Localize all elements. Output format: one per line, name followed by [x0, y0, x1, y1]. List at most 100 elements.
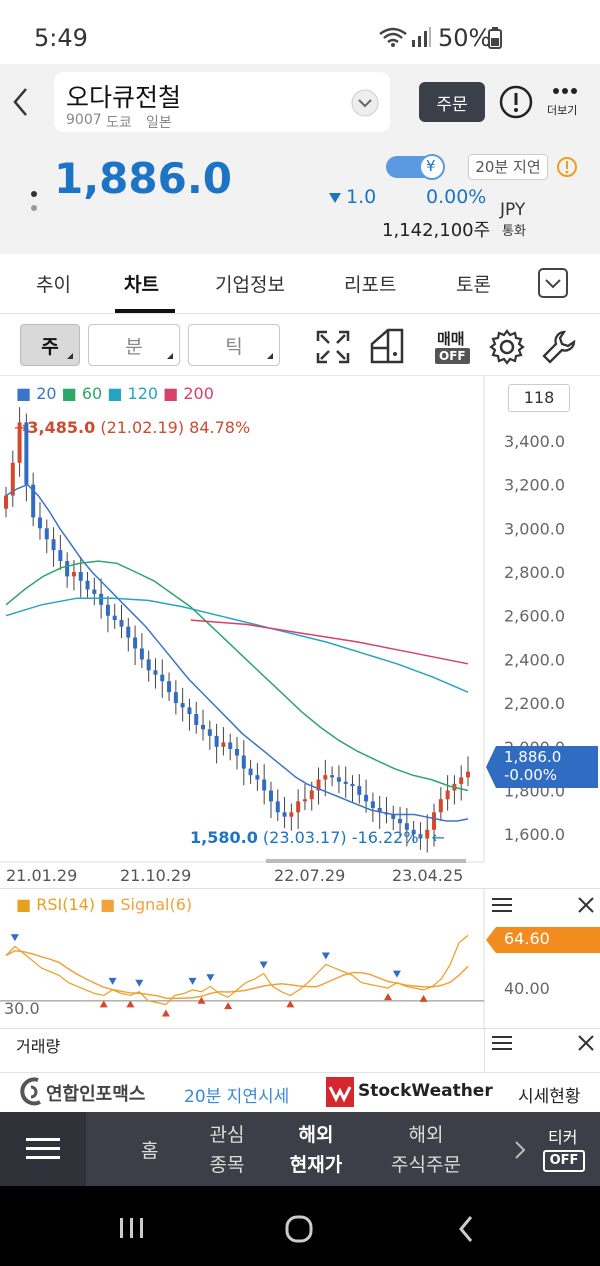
stock-country: 일본 [146, 115, 172, 131]
nav-overseas-price[interactable]: 해외 현재가 [289, 1124, 343, 1176]
ma200-line [190, 619, 469, 665]
candle-body [4, 495, 8, 509]
y-tick-label: 3,000.0 [504, 519, 565, 538]
candle-body [377, 807, 382, 813]
home-circle-icon[interactable] [284, 1214, 314, 1244]
candle-body [268, 790, 273, 802]
candle-body [364, 794, 369, 802]
rsi-sell-marker [135, 979, 144, 987]
nav-overseas-order[interactable]: 해외 주식주문 [391, 1124, 461, 1176]
period-tick-button[interactable]: 틱 [188, 324, 280, 366]
candle-body [112, 615, 117, 621]
tab-expand-icon[interactable] [538, 268, 568, 298]
high-price: 3,485.0 [27, 418, 96, 437]
alert-icon[interactable] [498, 84, 534, 120]
x-tick-label: 22.07.29 [274, 866, 345, 885]
candle-body [432, 812, 437, 830]
trade-mode-label[interactable]: 매매 [437, 330, 465, 348]
info-icon[interactable] [556, 156, 578, 178]
yonhap-logo-icon [20, 1077, 41, 1106]
layout-icon[interactable] [370, 328, 404, 364]
low-arrow-icon: ← [431, 828, 446, 847]
rsi-sell-marker [321, 952, 330, 960]
rsi-sell-marker [259, 961, 268, 969]
candle-body [133, 637, 138, 649]
battery-percent: 50% [438, 24, 492, 52]
bottom-nav: 홈 관심 종목 해외 현재가 해외 주식주문 티커 OFF [0, 1112, 600, 1186]
fullscreen-icon[interactable] [316, 330, 350, 364]
hamburger-icon[interactable] [26, 1138, 60, 1160]
candle-body [282, 812, 287, 817]
ma60-line [5, 560, 469, 792]
tab-chart[interactable]: 차트 [124, 274, 159, 296]
y-tick-label: 2,600.0 [504, 607, 565, 626]
candle-body [302, 799, 307, 802]
candle-body [350, 783, 355, 787]
nav-home[interactable]: 홈 [141, 1140, 159, 1162]
candle-body [370, 801, 375, 808]
legend-ma200: ■ 200 [163, 384, 214, 403]
ticker-state[interactable]: OFF [543, 1150, 585, 1172]
price-change-pct: 0.00% [426, 186, 487, 208]
nav-watchlist[interactable]: 관심 종목 [209, 1124, 245, 1176]
rsi-close-icon[interactable] [576, 895, 596, 915]
candle-body [207, 729, 212, 736]
more-dots-icon[interactable] [552, 86, 578, 96]
candle-body [289, 812, 294, 817]
legend-ma60-label: 60 [81, 384, 103, 403]
volume-close-icon[interactable] [576, 1033, 596, 1053]
candle-body [99, 593, 104, 605]
candle-body [167, 681, 172, 693]
rsi-panel[interactable]: ■ RSI(14) ■ Signal(6) 30.0 64.60 40.00 [0, 888, 600, 1029]
rsi-legend-signal: ■ Signal(6) [100, 895, 193, 914]
tab-discussion[interactable]: 토론 [456, 274, 491, 296]
y-tick-label: 3,200.0 [504, 476, 565, 495]
rsi-menu-icon[interactable] [492, 897, 512, 913]
ticker-label[interactable]: 티커 [548, 1128, 578, 1147]
order-button[interactable]: 주문 [419, 82, 485, 122]
volume-title: 거래량 [16, 1037, 61, 1056]
high-annotation: →3,485.0 (21.02.19) 84.78% [14, 418, 250, 437]
system-nav-bar [0, 1186, 600, 1266]
more-label[interactable]: 더보기 [547, 104, 578, 117]
chart-toolbar: 주 분 틱 매매 OFF [0, 314, 600, 376]
chevron-down-icon[interactable] [350, 88, 380, 118]
rsi-buy-marker [99, 1000, 108, 1008]
tab-report[interactable]: 리포트 [344, 274, 397, 296]
price-plot[interactable]: 3,400.0 3,200.0 3,000.0 2,800.0 2,600.0 2,400… [0, 376, 600, 888]
candle-body [445, 790, 450, 800]
current-price-tag: 1,886.0 -0.00% [486, 746, 598, 788]
candle-count-box[interactable]: 118 [508, 384, 570, 412]
candle-body [10, 462, 15, 496]
toggle-switch[interactable] [386, 154, 448, 180]
nav-chevron-right-icon[interactable] [514, 1140, 526, 1160]
stock-selector[interactable]: 오다큐전철 9007 도쿄 일본 [54, 72, 390, 132]
candle-body [262, 779, 267, 791]
banner-status[interactable]: 시세현황 [518, 1087, 581, 1107]
rsi-plot[interactable] [0, 889, 600, 1029]
high-pct: 84.78% [189, 418, 251, 437]
candle-body [255, 775, 260, 780]
volume-panel[interactable]: 거래량 [0, 1028, 600, 1073]
candle-body [31, 484, 36, 518]
tab-trend[interactable]: 추이 [36, 274, 71, 296]
x-scroll-thumb [266, 859, 466, 863]
back-icon[interactable] [456, 1214, 476, 1244]
candle-body [119, 620, 124, 627]
tab-company-info[interactable]: 기업정보 [215, 274, 285, 296]
main-chart[interactable]: ■ 20 ■ 60 ■ 120 ■ 200 118 →3,485.0 (21.0… [0, 376, 600, 888]
info-banner[interactable]: 연합인포맥스 20분 지연시세 StockWeather 시세현황 [0, 1072, 600, 1112]
period-week-button[interactable]: 주 [20, 324, 80, 366]
legend-ma120: ■ 120 [107, 384, 159, 403]
trade-mode-state[interactable]: OFF [435, 348, 470, 364]
volume-menu-icon[interactable] [492, 1035, 512, 1051]
settings-gear-icon[interactable] [488, 328, 526, 366]
rsi-sell-marker [10, 934, 19, 942]
wrench-icon[interactable] [540, 328, 578, 366]
candle-body [194, 714, 199, 725]
period-minute-button[interactable]: 분 [88, 324, 180, 366]
candle-body [85, 580, 90, 590]
candle-body [173, 692, 178, 704]
recent-apps-icon[interactable] [118, 1216, 146, 1240]
back-chevron-icon[interactable] [10, 86, 32, 118]
